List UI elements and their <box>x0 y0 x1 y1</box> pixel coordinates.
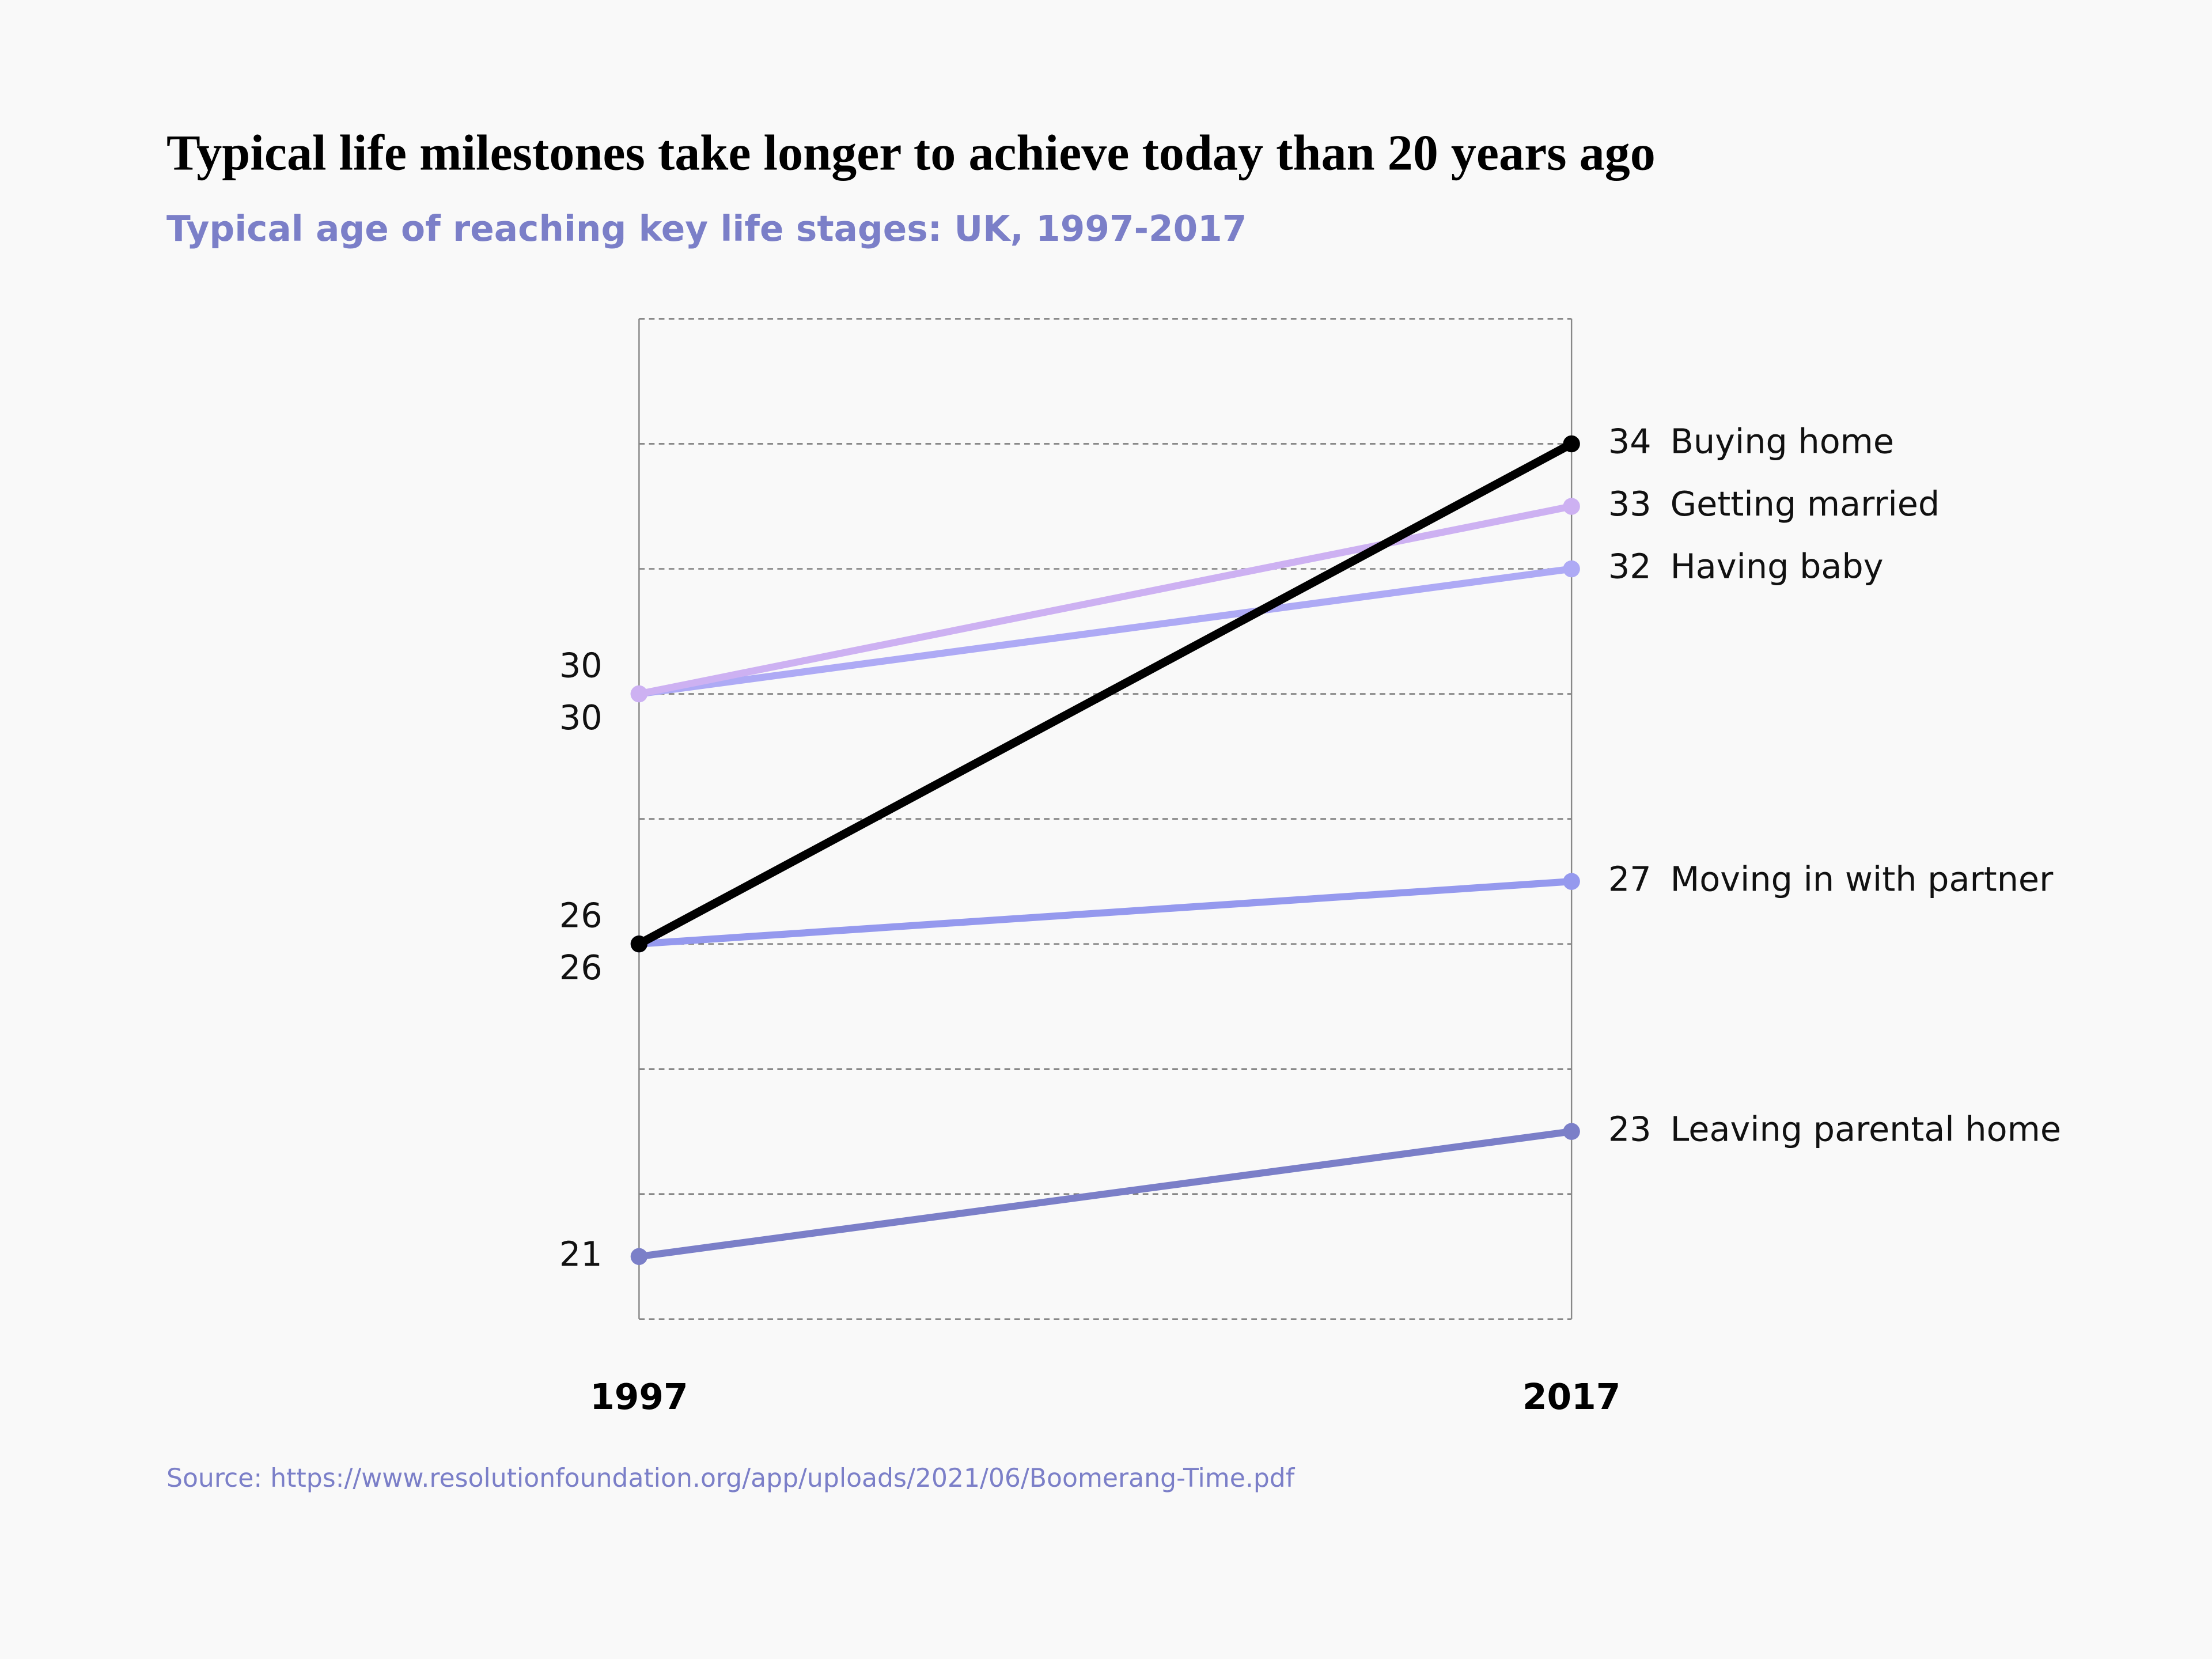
end-value-label: 34 <box>1608 422 1652 461</box>
end-value-label: 33 <box>1608 484 1652 524</box>
legend-label: Moving in with partner <box>1671 859 2054 899</box>
point <box>1563 560 1580 578</box>
series-line <box>635 440 1576 949</box>
point <box>630 935 648 953</box>
legend-label: Getting married <box>1671 484 1940 524</box>
start-value-label: 26 <box>559 948 603 987</box>
series-line <box>635 565 1575 698</box>
source-note: Source: https://www.resolutionfoundation… <box>166 1464 1296 1493</box>
start-value-label: 26 <box>559 895 603 935</box>
point <box>1563 498 1580 515</box>
start-value-label: 21 <box>559 1234 603 1274</box>
point <box>630 685 648 703</box>
chart-title: Typical life milestones take longer to a… <box>166 125 1656 181</box>
x-tick-label: 2017 <box>1522 1377 1620 1418</box>
point <box>1563 1123 1580 1140</box>
point <box>1563 435 1580 453</box>
chart-subtitle: Typical age of reaching key life stages:… <box>166 209 1247 249</box>
end-value-label: 32 <box>1608 547 1652 586</box>
end-value-label: 27 <box>1608 859 1652 899</box>
x-tick-label: 1997 <box>590 1377 688 1418</box>
point <box>630 1248 648 1265</box>
legend-label: Having baby <box>1671 547 1884 586</box>
series-line <box>635 1128 1575 1260</box>
start-value-label: 30 <box>559 645 603 685</box>
end-value-label: 23 <box>1608 1109 1652 1149</box>
series-line <box>635 502 1575 698</box>
legend-label: Leaving parental home <box>1671 1109 2061 1149</box>
start-value-label: 30 <box>559 698 603 737</box>
series-line <box>635 878 1575 948</box>
legend-label: Buying home <box>1671 422 1895 461</box>
point <box>1563 873 1580 890</box>
